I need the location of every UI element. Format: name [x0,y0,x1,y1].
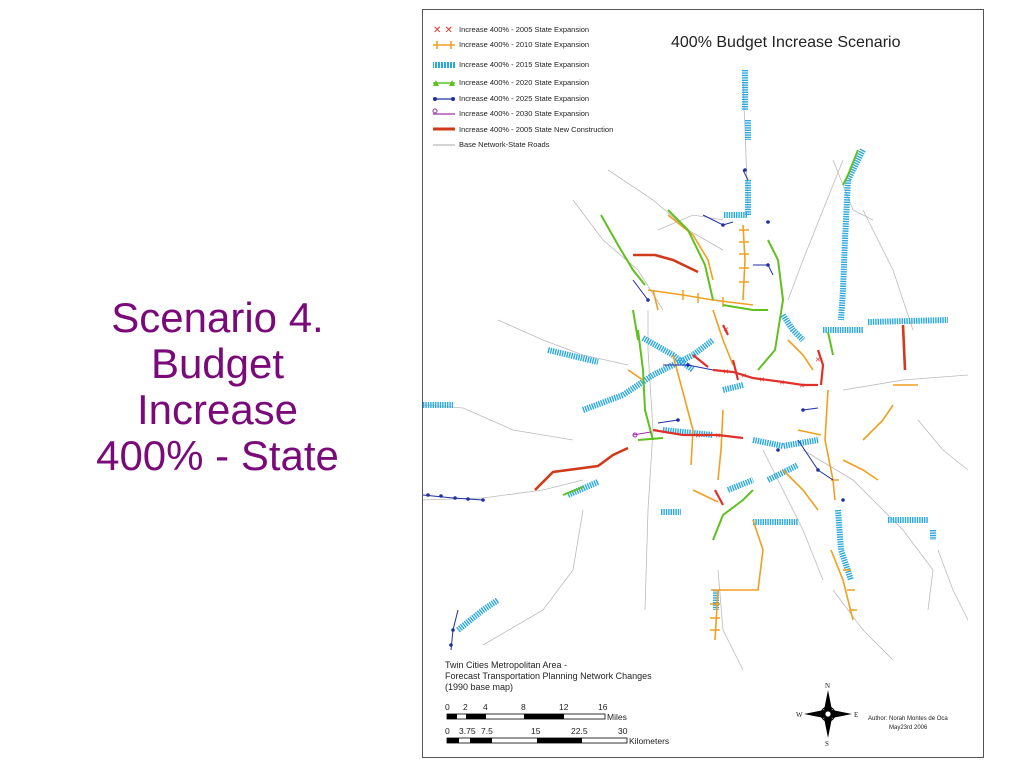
legend-label: Increase 400% - 2005 State Expansion [459,25,589,34]
scale-tick: 30 [618,726,628,736]
scale-tick: 3.75 [459,726,476,736]
title-line: Budget [150,340,285,387]
legend-item-2025: Increase 400% - 2025 State Expansion [433,94,589,103]
svg-text:✕: ✕ [695,432,701,440]
map-legend: ✕ ✕ Increase 400% - 2005 State Expansion… [432,25,613,149]
scale-tick: 15 [531,726,541,736]
base-road-network [423,79,969,671]
svg-text:✕: ✕ [723,326,729,334]
title-line: 400% - State [96,432,339,479]
legend-label: Increase 400% - 2015 State Expansion [459,60,589,69]
svg-text:✕: ✕ [815,356,821,364]
compass-w: W [796,711,803,719]
legend-label: Increase 400% - 2025 State Expansion [459,94,589,103]
title-line: Scenario 4. [111,294,324,341]
svg-text:✕: ✕ [799,382,805,390]
note-line: Twin Cities Metropolitan Area - [445,660,567,670]
note-line: Forecast Transportation Planning Network… [445,671,652,681]
slide-title: Scenario 4. Budget Increase 400% - State [30,295,405,479]
scale-tick: 4 [483,702,488,712]
svg-text:✕: ✕ [741,372,747,380]
map-title: 400% Budget Increase Scenario [671,34,901,51]
legend-symbol-x: ✕ ✕ [433,25,453,36]
scale-bar-km: 0 3.75 7.5 15 22.5 30 Kilometers [445,726,669,746]
legend-label: Increase 400% - 2030 State Expansion [459,109,589,118]
expansion-2005-markers: ✕ ✕ ✕ ✕ ✕ ✕ ✕ ✕ ✕ [695,326,821,440]
scale-tick: 0 [445,702,450,712]
map-notes: Twin Cities Metropolitan Area - Forecast… [445,660,652,692]
expansion-2030-corridor [632,431,652,438]
scale-bar-miles: 0 2 4 8 12 16 Miles [445,702,627,722]
compass-e: E [854,711,858,719]
compass-n: N [825,682,830,690]
network-map: ✕ ✕ Increase 400% - 2005 State Expansion… [423,25,969,748]
scale-tick: 12 [559,702,569,712]
expansion-2010-corridors [627,214,918,641]
title-line: Increase [136,386,299,433]
legend-item-new-construction: Increase 400% - 2005 State New Construct… [433,125,613,134]
compass-rose-icon: N S E W [796,682,858,748]
new-construction-2005 [534,253,907,491]
svg-text:✕: ✕ [759,376,765,384]
expansion-2025-dots [426,168,845,647]
legend-label: Increase 400% - 2020 State Expansion [459,78,589,87]
scale-tick: 2 [463,702,468,712]
scale-tick: 16 [598,702,608,712]
author-credit: Author: Norah Montes de Oca May23rd 2006 [868,716,948,731]
expansion-2020-corridors [562,149,859,541]
expansion-2025-corridors [423,169,834,651]
scale-tick: 0 [445,726,450,736]
legend-item-2015: Increase 400% - 2015 State Expansion [433,60,589,69]
expansion-2005-corridors [652,324,825,506]
expansion-2015-corridors [423,70,949,633]
scale-unit: Miles [607,712,627,722]
map-frame: ✕ ✕ Increase 400% - 2005 State Expansion… [422,9,984,758]
legend-item-2020: Increase 400% - 2020 State Expansion [433,78,589,87]
legend-item-2030: Increase 400% - 2030 State Expansion [432,108,589,118]
note-line: (1990 base map) [445,682,513,692]
legend-label: Increase 400% - 2010 State Expansion [459,40,589,49]
legend-item-2005: ✕ ✕ Increase 400% - 2005 State Expansion [433,25,589,36]
legend-item-base-network: Base Network-State Roads [433,140,550,149]
author-name: Author: Norah Montes de Oca [868,716,948,722]
expansion-2010-ticks [682,229,857,631]
svg-text:✕: ✕ [779,379,785,387]
author-date: May23rd 2006 [889,725,928,731]
legend-item-2010: Increase 400% - 2010 State Expansion [433,40,589,49]
compass-s: S [825,740,829,748]
scale-tick: 22.5 [571,726,588,736]
legend-label: Base Network-State Roads [459,140,550,149]
scale-tick: 8 [521,702,526,712]
legend-label: Increase 400% - 2005 State New Construct… [459,125,613,134]
legend-symbol-bars [433,62,455,68]
scale-tick: 7.5 [481,726,493,736]
scale-unit: Kilometers [629,736,669,746]
svg-text:✕: ✕ [723,368,729,376]
svg-text:✕: ✕ [715,432,721,440]
